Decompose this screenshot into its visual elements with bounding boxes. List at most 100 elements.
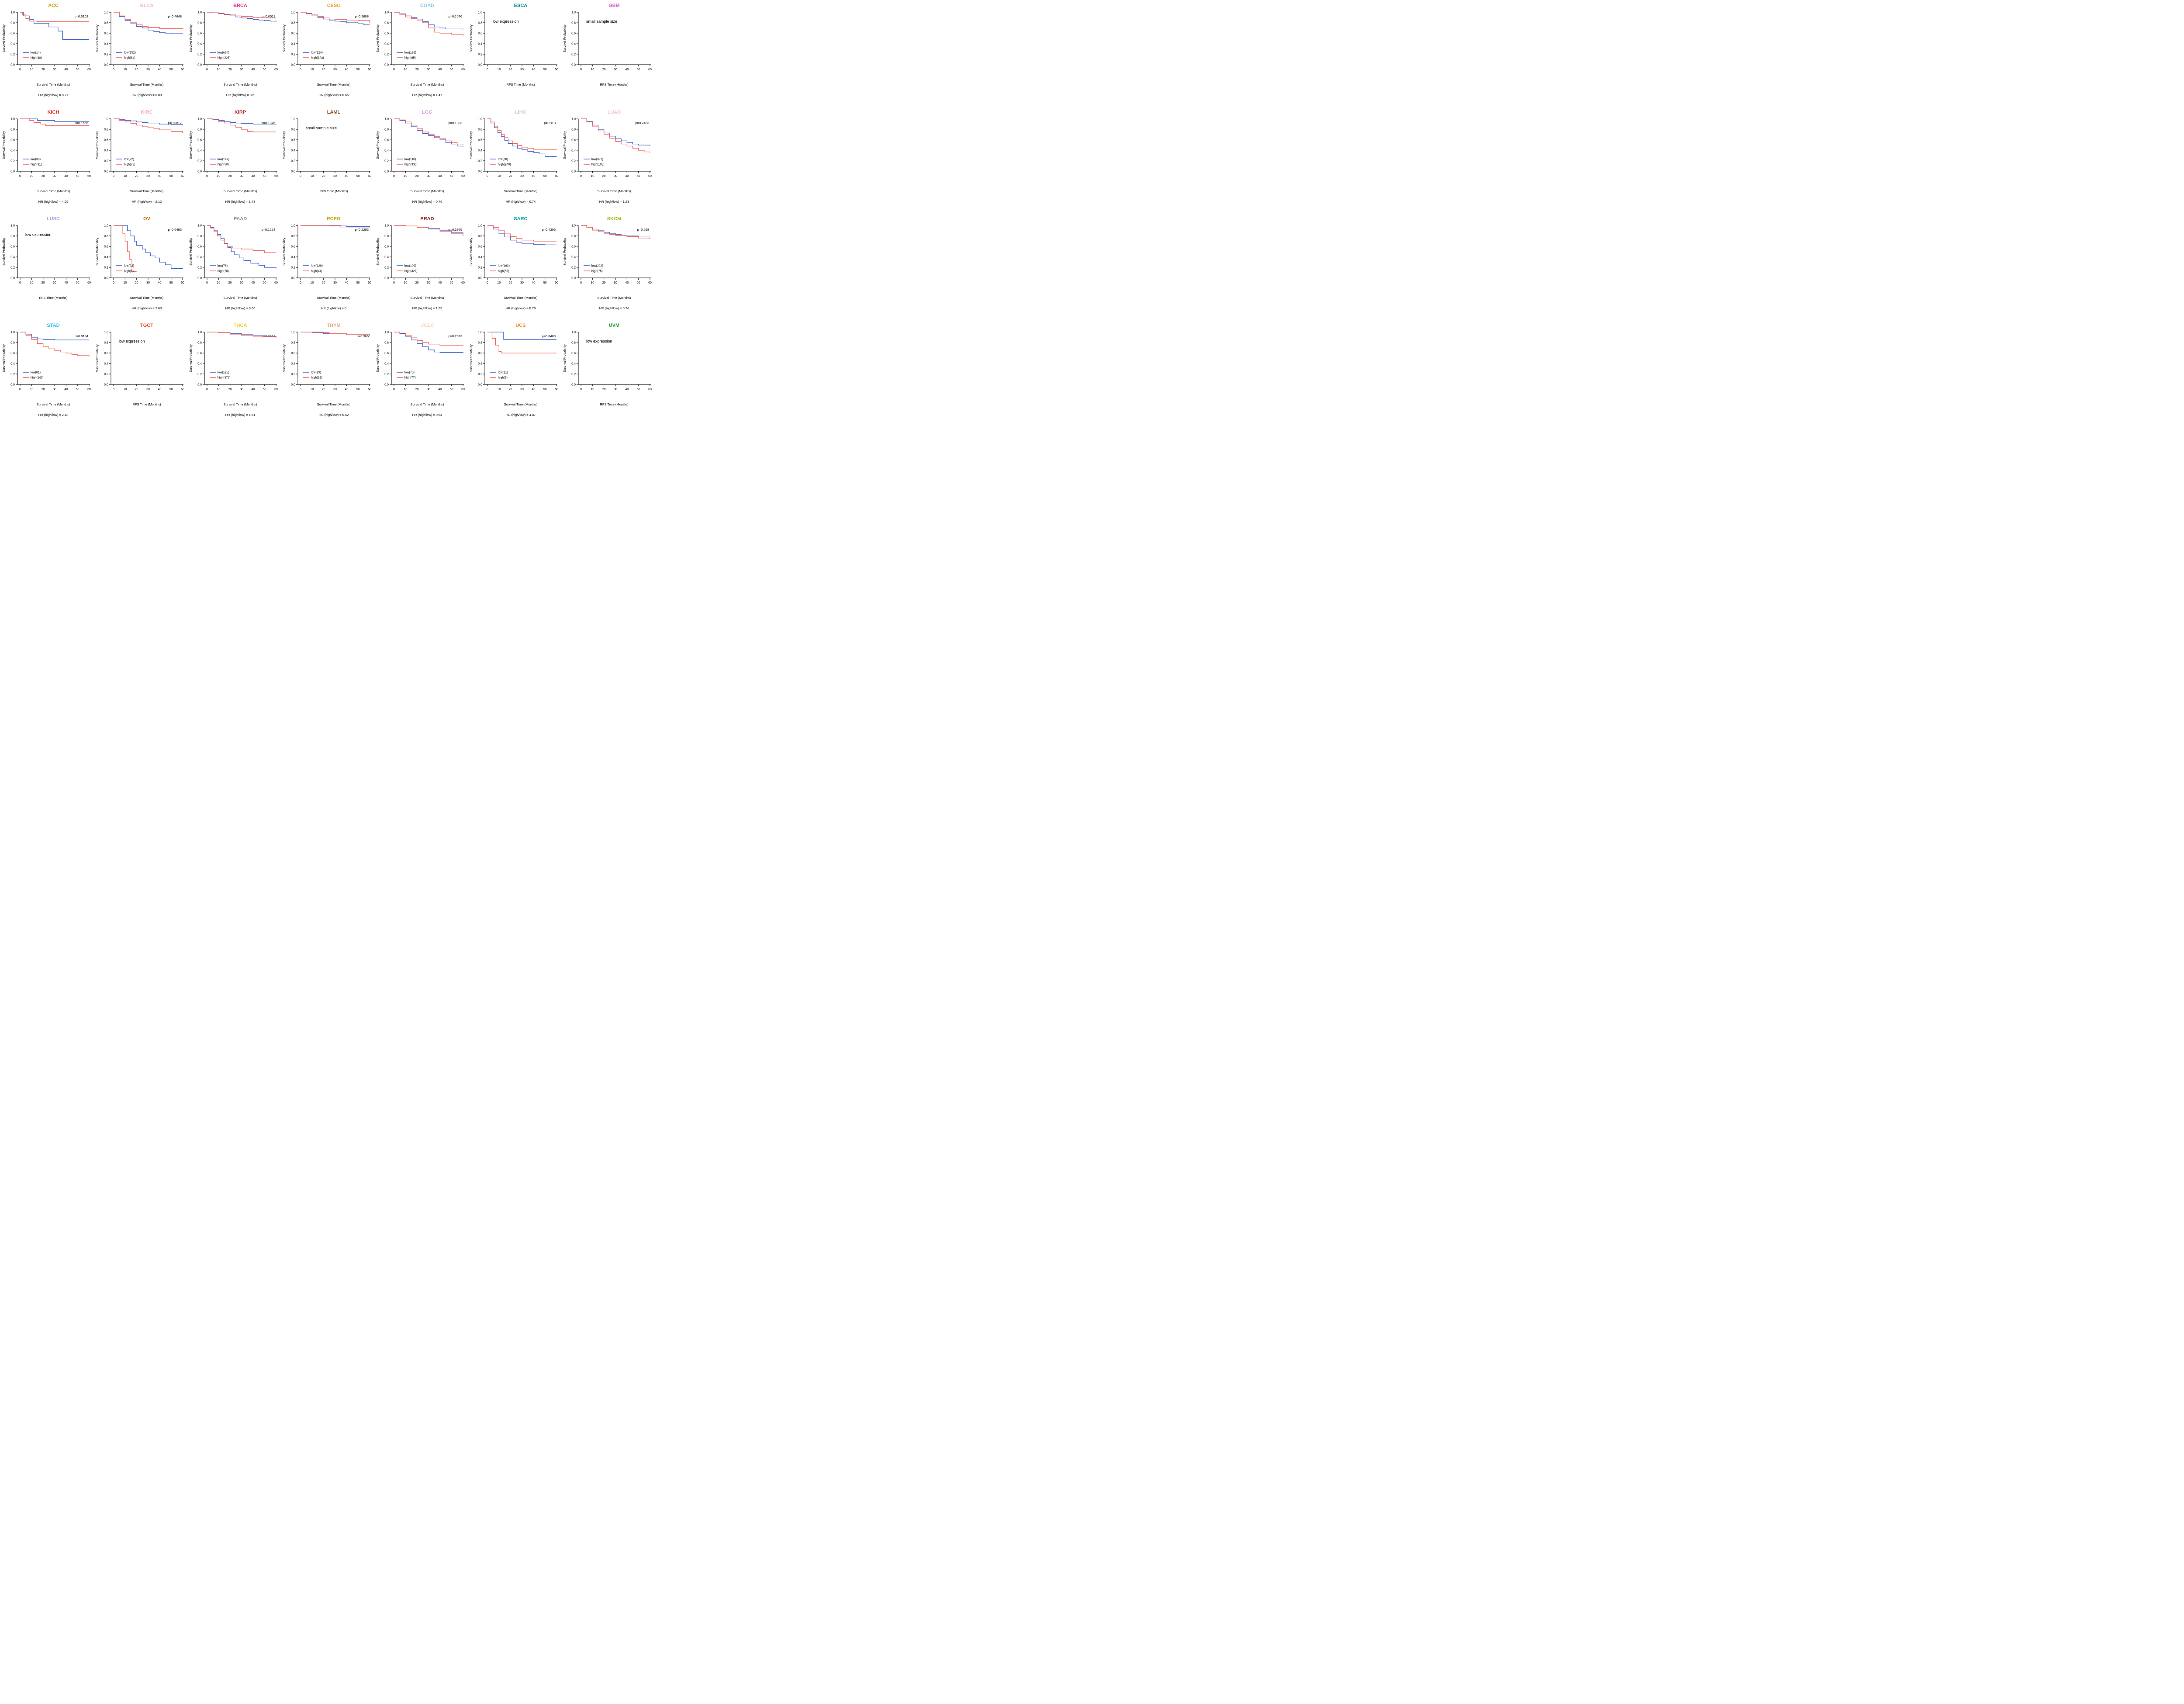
- y-tick-label: 0.2: [478, 160, 482, 163]
- y-tick-label: 0.8: [197, 22, 202, 25]
- x-axis-label: Survival Time (Months): [224, 296, 257, 300]
- x-tick-label: 30: [427, 68, 430, 71]
- x-tick-label: 30: [146, 281, 150, 284]
- y-tick-label: 1.0: [10, 331, 15, 334]
- x-tick-label: 60: [274, 68, 278, 71]
- hr-label: HR (high/low) = 0: [321, 306, 346, 310]
- panel-title: ACC: [48, 3, 59, 8]
- y-tick-label: 0.8: [571, 22, 576, 25]
- x-tick-label: 0: [580, 175, 582, 178]
- x-tick-label: 0: [300, 68, 301, 71]
- high-curve: [394, 332, 463, 346]
- x-tick-label: 30: [614, 175, 617, 178]
- y-tick-label: 0.8: [197, 342, 202, 345]
- y-axis-label: Survival Probability: [282, 344, 286, 372]
- x-tick-label: 60: [87, 175, 91, 178]
- high-curve: [114, 12, 183, 29]
- y-tick-label: 0.4: [478, 149, 482, 152]
- x-tick-label: 40: [532, 175, 535, 178]
- y-axis-label: Survival Probability: [563, 238, 567, 266]
- y-tick-label: 1.0: [291, 331, 295, 334]
- high-curve: [20, 332, 90, 357]
- y-tick-label: 0.6: [291, 139, 295, 142]
- x-tick-label: 0: [580, 281, 582, 284]
- x-tick-label: 30: [614, 388, 617, 391]
- y-tick-label: 0.6: [571, 352, 576, 355]
- x-tick-label: 40: [158, 281, 161, 284]
- x-tick-label: 30: [333, 281, 337, 284]
- legend-label-low: low(147): [218, 158, 229, 161]
- y-tick-label: 0.2: [571, 53, 576, 56]
- y-tick-label: 0.2: [384, 53, 389, 56]
- low-curve: [487, 332, 556, 340]
- panel-title: STAD: [47, 323, 59, 328]
- y-tick-label: 1.0: [10, 225, 15, 228]
- x-tick-label: 0: [393, 281, 395, 284]
- p-value-label: p=0.366: [357, 334, 369, 338]
- x-tick-label: 50: [76, 68, 79, 71]
- x-tick-label: 50: [356, 388, 360, 391]
- y-tick-label: 0.8: [10, 128, 15, 132]
- y-tick-label: 0.8: [10, 235, 15, 238]
- y-tick-label: 0.6: [104, 352, 108, 355]
- x-tick-label: 50: [263, 175, 266, 178]
- km-chart-pcpg: PCPG 0.0 0.2 0.4 0.6 0.8 1.0 Survival Probabili…: [282, 216, 371, 310]
- x-tick-label: 40: [251, 68, 255, 71]
- y-tick-label: 1.0: [104, 11, 108, 14]
- low-curve: [207, 118, 276, 125]
- x-axis-label: Survival Time (Months): [224, 83, 257, 87]
- x-tick-label: 30: [427, 281, 430, 284]
- panel-title: THYM: [327, 323, 340, 328]
- y-tick-label: 0.8: [571, 235, 576, 238]
- low-curve: [207, 225, 276, 269]
- x-tick-label: 30: [240, 281, 243, 284]
- x-axis-label: Survival Time (Months): [317, 83, 351, 87]
- legend-label-high: high(373): [218, 377, 231, 380]
- legend-label-low: low(129): [311, 265, 323, 268]
- km-chart-paad: PAAD 0.0 0.2 0.4 0.6 0.8 1.0 Survival Probabili…: [189, 216, 278, 310]
- y-tick-label: 0.4: [104, 363, 108, 366]
- x-tick-label: 60: [555, 68, 558, 71]
- panel-note: small sample size: [306, 126, 337, 130]
- x-tick-label: 50: [356, 68, 360, 71]
- high-curve: [301, 225, 370, 228]
- x-tick-label: 30: [240, 175, 243, 178]
- y-tick-label: 0.2: [10, 267, 15, 270]
- km-chart-kirc: KIRC 0.0 0.2 0.4 0.6 0.8 1.0 Survival Probabili…: [95, 110, 184, 204]
- x-tick-label: 0: [19, 281, 21, 284]
- x-tick-label: 0: [300, 281, 301, 284]
- y-tick-label: 0.4: [291, 149, 295, 152]
- p-value-label: p=0.0194: [75, 334, 89, 338]
- x-tick-label: 0: [113, 281, 114, 284]
- x-tick-label: 60: [555, 281, 558, 284]
- legend-label-high: high(78): [218, 270, 229, 273]
- x-axis-label: Survival Time (Months): [224, 402, 257, 406]
- x-tick-label: 10: [497, 175, 501, 178]
- x-axis-label: Survival Time (Months): [317, 402, 351, 406]
- x-tick-label: 50: [450, 175, 453, 178]
- hr-label: HR (high/low) = 2.18: [38, 413, 69, 417]
- x-tick-label: 60: [87, 388, 91, 391]
- x-tick-label: 30: [520, 281, 524, 284]
- y-tick-label: 1.0: [384, 225, 389, 228]
- x-tick-label: 50: [263, 388, 266, 391]
- x-tick-label: 60: [274, 388, 278, 391]
- y-tick-label: 0.0: [10, 170, 15, 173]
- km-chart-kich: KICH 0.0 0.2 0.4 0.6 0.8 1.0 Survival Probabili…: [2, 110, 91, 204]
- y-tick-label: 0.4: [291, 256, 295, 259]
- x-axis-label: Survival Time (Months): [130, 189, 164, 193]
- y-tick-label: 0.0: [571, 384, 576, 387]
- x-tick-label: 60: [648, 388, 652, 391]
- x-tick-label: 0: [580, 68, 582, 71]
- x-tick-label: 60: [648, 68, 652, 71]
- legend-label-high: high(327): [404, 270, 418, 273]
- x-tick-label: 40: [345, 388, 348, 391]
- panel-title: BRCA: [233, 3, 247, 8]
- y-tick-label: 0.2: [104, 160, 108, 163]
- y-tick-label: 0.2: [197, 53, 202, 56]
- y-tick-label: 1.0: [571, 225, 576, 228]
- y-tick-label: 0.0: [104, 384, 108, 387]
- x-axis-label: Survival Time (Months): [411, 83, 444, 87]
- y-tick-label: 0.2: [291, 267, 295, 270]
- y-tick-label: 0.8: [104, 128, 108, 132]
